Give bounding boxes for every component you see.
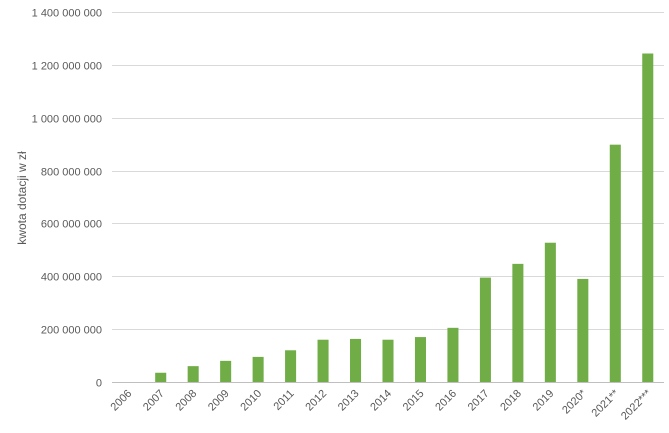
x-tick-label: 2017 [466,388,492,414]
y-tick-label: 600 000 000 [41,219,102,231]
bar-2022 [642,53,654,382]
x-tick-labels: 2006 2007 2008 2009 2010 2011 2012 2013 2014 2015… [109,387,655,422]
bar-2012 [317,339,329,382]
bar-2015 [414,337,426,382]
bar-2016 [447,327,459,382]
x-tick-label: 2007 [141,388,167,414]
y-tick-label: 1 400 000 000 [32,8,102,20]
grid-lines [112,12,664,383]
x-tick-label: 2013 [336,388,362,414]
bar-2008 [187,366,199,382]
bar-2013 [350,338,362,382]
bar-2014 [382,339,394,382]
x-tick-label: 2012 [303,388,329,414]
y-tick-label: 200 000 000 [41,325,102,337]
x-tick-label: 2006 [109,388,135,414]
y-tick-label: 1 000 000 000 [32,114,102,126]
bar-2009 [220,360,232,382]
bars [155,53,654,382]
bar-2020 [577,278,589,382]
x-tick-label: 2008 [173,388,199,414]
x-tick-label: 2016 [433,388,459,414]
x-tick-label: 2020* [560,387,589,416]
x-tick-label: 2021** [590,387,622,419]
x-tick-label: 2022*** [619,387,654,422]
bar-2007 [155,372,167,382]
x-tick-label: 2018 [498,388,524,414]
x-tick-label: 2011 [271,388,296,413]
x-tick-label: 2015 [401,388,427,414]
bar-2011 [285,350,297,382]
bar-2018 [512,263,524,382]
bar-2021 [609,144,621,382]
y-tick-label: 400 000 000 [41,272,102,284]
y-tick-label: 0 [96,378,102,390]
x-tick-label: 2009 [206,388,232,414]
bar-2010 [252,356,264,382]
x-tick-label: 2010 [238,388,264,414]
bar-2017 [479,277,491,382]
y-tick-labels: 0 200 000 000 400 000 000 600 000 000 800 00… [32,8,102,390]
x-tick-label: 2014 [368,388,394,414]
y-tick-label: 800 000 000 [41,167,102,179]
bar-2019 [544,242,556,382]
x-tick-label: 2019 [531,388,557,414]
y-axis-label: kwota dotacji w zł [15,151,29,245]
y-tick-label: 1 200 000 000 [32,61,102,73]
